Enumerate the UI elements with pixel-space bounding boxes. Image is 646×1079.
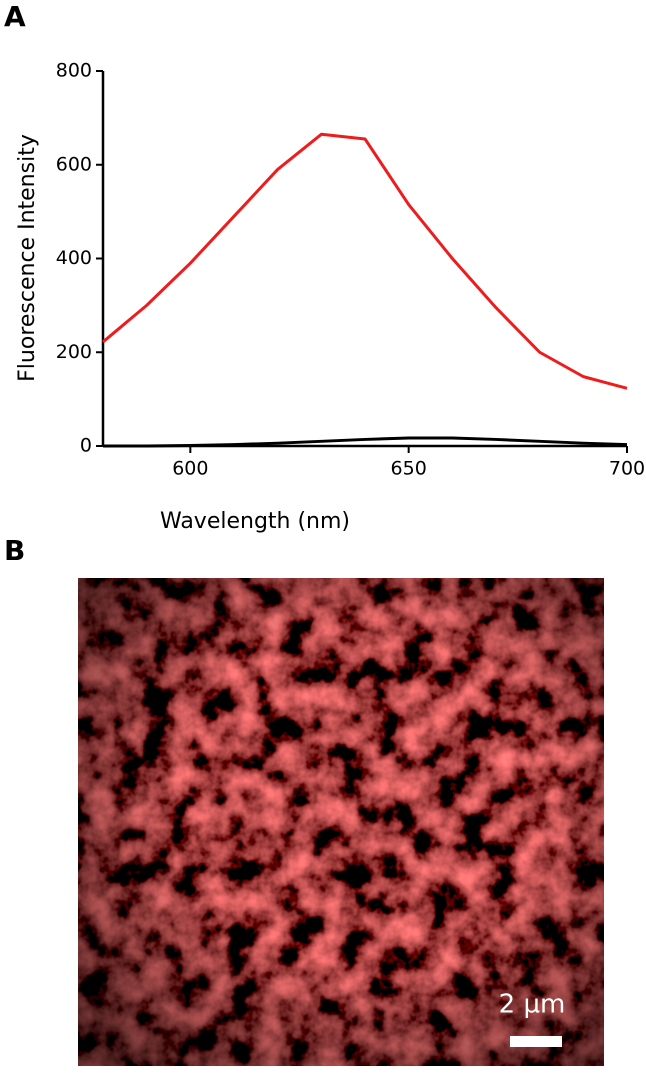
y-tick-label: 600 xyxy=(56,153,92,175)
micrograph: 2 µm xyxy=(78,578,604,1066)
scale-bar-label: 2 µm xyxy=(499,990,566,1020)
x-axis-label: Wavelength (nm) xyxy=(160,509,350,534)
y-tick-label: 200 xyxy=(56,341,92,363)
y-tick-label: 800 xyxy=(56,60,92,82)
y-tick-label: 400 xyxy=(56,247,92,269)
image-vignette xyxy=(78,578,604,1066)
panel-label: B xyxy=(4,534,25,567)
scale-bar xyxy=(510,1036,562,1047)
line-series xyxy=(103,436,628,448)
y-axis-label: Fluorescence Intensity xyxy=(15,134,40,382)
x-tick-label: 700 xyxy=(609,458,645,480)
x-tick-label: 650 xyxy=(391,458,427,480)
panel-label: A xyxy=(4,0,26,33)
y-tick-label: 0 xyxy=(80,435,92,457)
line-series xyxy=(102,132,628,390)
x-tick-label: 600 xyxy=(172,458,208,480)
